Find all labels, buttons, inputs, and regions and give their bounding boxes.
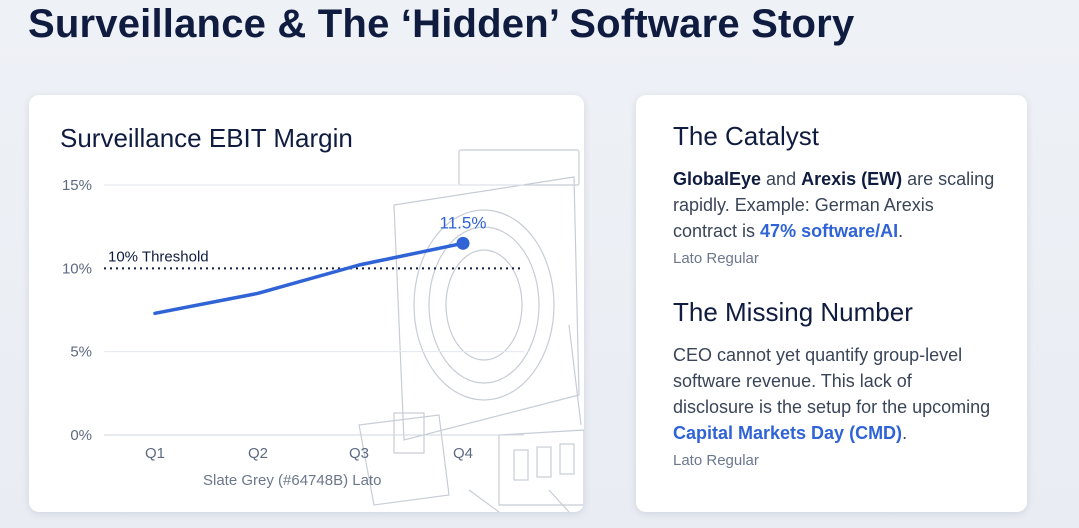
catalyst-term-globaleye: GlobalEye xyxy=(673,169,762,189)
missing-caption: Lato Regular xyxy=(673,452,759,469)
catalyst-section: The Catalyst GlobalEye and Arexis (EW) a… xyxy=(673,121,997,267)
chart-caption: Slate Grey (#64748B) Lato xyxy=(203,472,381,489)
series-line xyxy=(153,241,465,316)
catalyst-heading: The Catalyst xyxy=(673,121,819,151)
x-tick-label: Q1 xyxy=(145,445,165,462)
page-title: Surveillance & The ‘Hidden’ Software Sto… xyxy=(28,2,855,46)
missing-body: CEO cannot yet quantify group-level soft… xyxy=(673,342,997,446)
x-tick-label: Q3 xyxy=(349,445,369,462)
y-tick-label: 10% xyxy=(62,260,92,277)
catalyst-highlight: 47% software/AI xyxy=(760,221,899,241)
missing-number-section: The Missing Number CEO cannot yet quanti… xyxy=(673,297,997,469)
missing-highlight: Capital Markets Day (CMD) xyxy=(673,423,903,443)
data-point-q4 xyxy=(456,236,470,250)
catalyst-and: and xyxy=(766,169,797,189)
y-tick-label: 5% xyxy=(70,344,92,361)
y-tick-label: 15% xyxy=(62,177,92,194)
chart-title: Surveillance EBIT Margin xyxy=(60,123,353,153)
missing-heading: The Missing Number xyxy=(673,297,913,327)
missing-end: . xyxy=(902,423,908,443)
catalyst-body: GlobalEye and Arexis (EW) are scaling ra… xyxy=(673,166,997,244)
catalyst-term-arexis: Arexis (EW) xyxy=(801,169,903,189)
threshold-label: 10% Threshold xyxy=(108,248,209,265)
missing-text: CEO cannot yet quantify group-level soft… xyxy=(673,345,991,417)
radar-illustration xyxy=(358,149,584,512)
catalyst-text: are scaling rapidly. Example: German Are… xyxy=(673,169,995,241)
chart-svg: 0% 5% 10% 15% Q1 Q2 Q3 Q4 10% Threshold 11.5% Slat… xyxy=(62,149,584,512)
catalyst-end: . xyxy=(898,221,904,241)
catalyst-caption: Lato Regular xyxy=(673,250,759,267)
chart-card: 0% 5% 10% 15% Q1 Q2 Q3 Q4 10% Threshold 11.5% Slat… xyxy=(29,95,584,512)
x-tick-label: Q4 xyxy=(453,445,473,462)
data-label-q4: 11.5% xyxy=(440,213,487,232)
x-tick-label: Q2 xyxy=(248,445,268,462)
info-card: The Catalyst GlobalEye and Arexis (EW) a… xyxy=(636,95,1027,512)
y-tick-label: 0% xyxy=(70,427,92,444)
